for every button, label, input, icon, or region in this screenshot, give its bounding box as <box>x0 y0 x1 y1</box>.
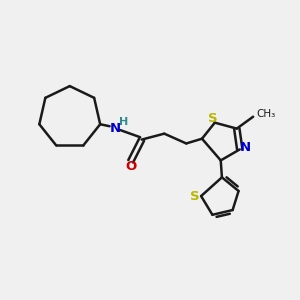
Text: S: S <box>208 112 218 125</box>
Text: N: N <box>239 141 251 154</box>
Text: S: S <box>190 190 200 202</box>
Text: H: H <box>118 117 128 127</box>
Text: O: O <box>125 160 136 173</box>
Text: CH₃: CH₃ <box>257 109 276 119</box>
Text: N: N <box>110 122 121 135</box>
